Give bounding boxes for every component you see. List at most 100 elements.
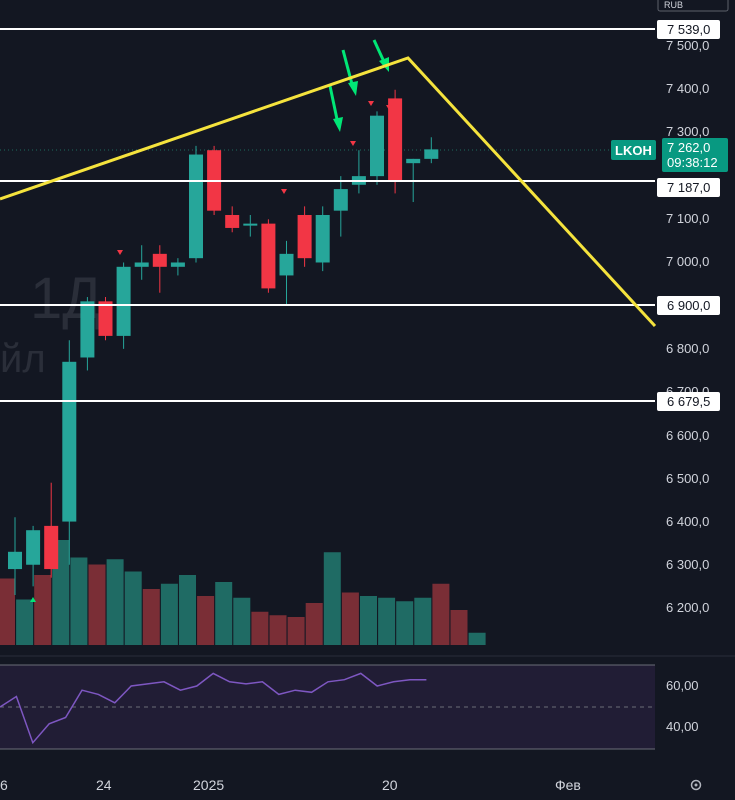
volume-bar bbox=[468, 632, 486, 645]
level-label: 6 900,0 bbox=[667, 298, 710, 313]
candle-body[interactable] bbox=[44, 525, 59, 570]
ticker-price: 7 262,0 bbox=[667, 140, 710, 155]
volume-bar bbox=[360, 596, 377, 645]
candle-body[interactable] bbox=[26, 530, 41, 565]
horizontal-levels bbox=[0, 28, 655, 402]
buy-marker bbox=[30, 597, 36, 602]
candle-body[interactable] bbox=[189, 154, 203, 259]
price-tick: 6 800,0 bbox=[666, 341, 709, 356]
volume-bars bbox=[0, 540, 486, 645]
volume-bar bbox=[251, 611, 269, 645]
volume-bar bbox=[233, 597, 251, 645]
level-label: 6 679,5 bbox=[667, 394, 710, 409]
currency-selector[interactable] bbox=[657, 0, 729, 12]
candle-body[interactable] bbox=[279, 253, 294, 276]
currency-selector-label: RUB bbox=[664, 0, 683, 10]
candle-body[interactable] bbox=[98, 301, 113, 336]
candle-body[interactable] bbox=[8, 551, 22, 570]
volume-bar bbox=[16, 599, 34, 645]
candle-body[interactable] bbox=[62, 361, 77, 522]
volume-bar bbox=[269, 615, 287, 645]
volume-bar bbox=[341, 592, 359, 645]
volume-bar bbox=[34, 575, 52, 645]
ticker-symbol: LKOH bbox=[615, 143, 652, 158]
candle-body[interactable] bbox=[297, 214, 312, 259]
volume-bar bbox=[378, 597, 396, 645]
volume-bar bbox=[432, 583, 450, 645]
price-tick: 7 300,0 bbox=[666, 124, 709, 139]
ticker-symbol-box bbox=[611, 140, 656, 160]
gear-icon[interactable] bbox=[690, 779, 702, 791]
volume-bar bbox=[160, 583, 178, 645]
candle-body[interactable] bbox=[261, 223, 276, 289]
volume-bar bbox=[396, 601, 414, 645]
candle-body[interactable] bbox=[424, 149, 439, 159]
candle-body[interactable] bbox=[243, 223, 258, 226]
ticker-tag[interactable]: LKOH 7 262,0 09:38:12 bbox=[611, 138, 728, 172]
date-label: 24 bbox=[96, 777, 112, 793]
sell-marker bbox=[281, 189, 287, 194]
rsi-tick: 60,00 bbox=[666, 678, 699, 693]
annotation-arrows bbox=[328, 39, 389, 132]
sell-marker bbox=[386, 105, 392, 110]
arrow-3-head bbox=[379, 57, 389, 72]
volume-bar bbox=[88, 564, 106, 645]
volume-bar bbox=[215, 582, 233, 645]
price-tick: 6 500,0 bbox=[666, 471, 709, 486]
arrow-1 bbox=[328, 85, 340, 125]
price-tick: 7 500,0 bbox=[666, 38, 709, 53]
volume-bar bbox=[450, 610, 468, 645]
volume-bar bbox=[305, 603, 323, 645]
signal-markers bbox=[30, 101, 392, 602]
candle-body[interactable] bbox=[116, 266, 131, 336]
candle-body[interactable] bbox=[152, 253, 167, 267]
candle-body[interactable] bbox=[388, 98, 403, 181]
date-axis[interactable]: 6 24 2025 20 Фев bbox=[0, 777, 581, 793]
candle-body[interactable] bbox=[170, 262, 185, 267]
volume-bar bbox=[197, 596, 215, 645]
volume-bar bbox=[414, 597, 432, 645]
price-tick: 7 100,0 bbox=[666, 211, 709, 226]
sell-marker bbox=[368, 101, 374, 106]
candles bbox=[8, 89, 439, 595]
price-axis[interactable]: 7 500,0 7 400,0 7 300,0 7 100,0 7 000,0 … bbox=[666, 38, 709, 615]
price-tick: 7 000,0 bbox=[666, 254, 709, 269]
rsi-tick: 40,00 bbox=[666, 719, 699, 734]
price-tick: 6 600,0 bbox=[666, 428, 709, 443]
price-tick: 6 400,0 bbox=[666, 514, 709, 529]
level-label-box bbox=[657, 296, 720, 315]
candle-body[interactable] bbox=[333, 189, 348, 211]
arrow-2 bbox=[341, 49, 355, 89]
candle-body[interactable] bbox=[406, 158, 421, 164]
price-tick: 7 400,0 bbox=[666, 81, 709, 96]
candle-body[interactable] bbox=[80, 301, 95, 358]
level-label-box bbox=[657, 20, 720, 39]
volume-bar bbox=[142, 589, 160, 645]
candle-body[interactable] bbox=[134, 262, 149, 267]
level-label: 7 539,0 bbox=[667, 22, 710, 37]
date-label: 20 bbox=[382, 777, 398, 793]
volume-bar bbox=[323, 552, 341, 645]
volume-bar bbox=[124, 571, 142, 645]
candle-body[interactable] bbox=[225, 214, 240, 228]
trend-line[interactable] bbox=[0, 56, 657, 328]
volume-bar bbox=[0, 578, 15, 645]
rsi-line bbox=[0, 672, 427, 745]
ticker-price-box bbox=[662, 138, 728, 172]
watermark-name: йл bbox=[0, 337, 46, 381]
date-label: 6 bbox=[0, 777, 8, 793]
sell-marker bbox=[117, 250, 123, 255]
volume-bar bbox=[287, 617, 305, 645]
candle-body[interactable] bbox=[315, 214, 330, 263]
arrow-1-head bbox=[333, 117, 343, 132]
level-labels: 7 539,0 7 187,0 6 900,0 6 679,5 bbox=[657, 20, 720, 411]
volume-bar bbox=[70, 557, 88, 645]
level-label-box bbox=[657, 392, 720, 411]
date-label: 2025 bbox=[193, 777, 224, 793]
price-tick: 6 200,0 bbox=[666, 600, 709, 615]
sell-marker bbox=[350, 141, 356, 146]
candle-body[interactable] bbox=[370, 115, 384, 177]
volume-bar bbox=[179, 575, 196, 645]
price-tick: 6 300,0 bbox=[666, 557, 709, 572]
